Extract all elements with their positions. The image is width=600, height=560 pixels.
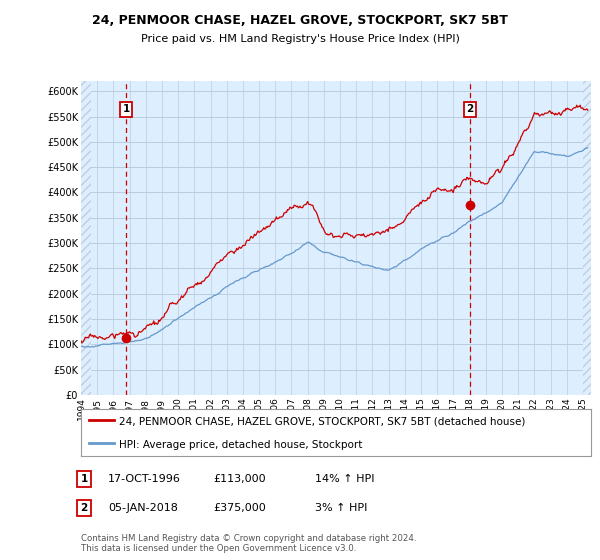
Text: £375,000: £375,000 bbox=[213, 503, 266, 513]
Text: Contains HM Land Registry data © Crown copyright and database right 2024.
This d: Contains HM Land Registry data © Crown c… bbox=[81, 534, 416, 553]
Text: 3% ↑ HPI: 3% ↑ HPI bbox=[315, 503, 367, 513]
Text: 14% ↑ HPI: 14% ↑ HPI bbox=[315, 474, 374, 484]
Text: 2: 2 bbox=[466, 104, 473, 114]
Text: 24, PENMOOR CHASE, HAZEL GROVE, STOCKPORT, SK7 5BT: 24, PENMOOR CHASE, HAZEL GROVE, STOCKPOR… bbox=[92, 14, 508, 27]
Text: 1: 1 bbox=[80, 474, 88, 484]
Bar bbox=[583, 81, 591, 395]
Text: Price paid vs. HM Land Registry's House Price Index (HPI): Price paid vs. HM Land Registry's House … bbox=[140, 34, 460, 44]
Text: 05-JAN-2018: 05-JAN-2018 bbox=[108, 503, 178, 513]
Text: 24, PENMOOR CHASE, HAZEL GROVE, STOCKPORT, SK7 5BT (detached house): 24, PENMOOR CHASE, HAZEL GROVE, STOCKPOR… bbox=[119, 417, 526, 427]
Text: 1: 1 bbox=[122, 104, 130, 114]
Text: HPI: Average price, detached house, Stockport: HPI: Average price, detached house, Stoc… bbox=[119, 440, 362, 450]
Text: £113,000: £113,000 bbox=[213, 474, 266, 484]
Text: 2: 2 bbox=[80, 503, 88, 513]
Bar bbox=[81, 81, 91, 395]
Text: 17-OCT-1996: 17-OCT-1996 bbox=[108, 474, 181, 484]
